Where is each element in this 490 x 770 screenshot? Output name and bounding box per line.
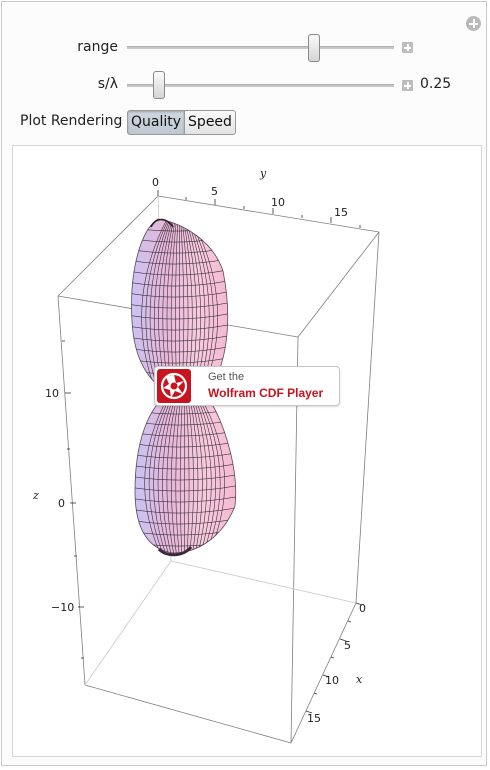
y-tick-15: 15 — [334, 206, 348, 219]
range-label: range — [77, 39, 118, 55]
z-tick-minus10: −10 — [51, 601, 74, 614]
plot-area[interactable] — [12, 145, 482, 757]
z-axis-label: z — [32, 489, 39, 502]
y-tick-10: 10 — [271, 196, 285, 209]
s-lambda-label: s/λ — [97, 76, 118, 92]
y-axis-label: y — [259, 167, 267, 180]
cdf-player-badge[interactable]: Get the Wolfram CDF Player — [154, 366, 340, 406]
x-tick-15: 15 — [307, 712, 321, 725]
y-tick-0: 0 — [152, 176, 159, 189]
range-slider-track[interactable] — [127, 46, 394, 49]
s-lambda-slider-track[interactable] — [127, 84, 394, 87]
surface-lower-lobe — [134, 392, 237, 554]
x-tick-5: 5 — [344, 639, 351, 652]
range-slider-thumb[interactable] — [308, 34, 321, 62]
plot-rendering-label: Plot Rendering — [20, 113, 123, 129]
s-lambda-slider-thumb[interactable] — [152, 71, 165, 99]
cdf-badge-line2: Wolfram CDF Player — [208, 386, 324, 400]
speed-button[interactable]: Speed — [184, 110, 236, 135]
x-tick-10: 10 — [325, 674, 339, 687]
cdf-badge-line1: Get the — [208, 371, 245, 383]
s-lambda-plus-icon[interactable] — [402, 80, 413, 91]
s-lambda-value: 0.25 — [420, 76, 452, 92]
y-tick-5: 5 — [211, 185, 218, 198]
z-tick-10: 10 — [45, 387, 59, 400]
wolfram-spikey-icon — [157, 369, 191, 403]
range-plus-icon[interactable] — [402, 42, 413, 53]
add-circle-icon[interactable] — [466, 16, 481, 31]
x-axis-label: x — [356, 673, 363, 686]
x-tick-0: 0 — [359, 602, 366, 615]
z-tick-0: 0 — [58, 497, 65, 510]
